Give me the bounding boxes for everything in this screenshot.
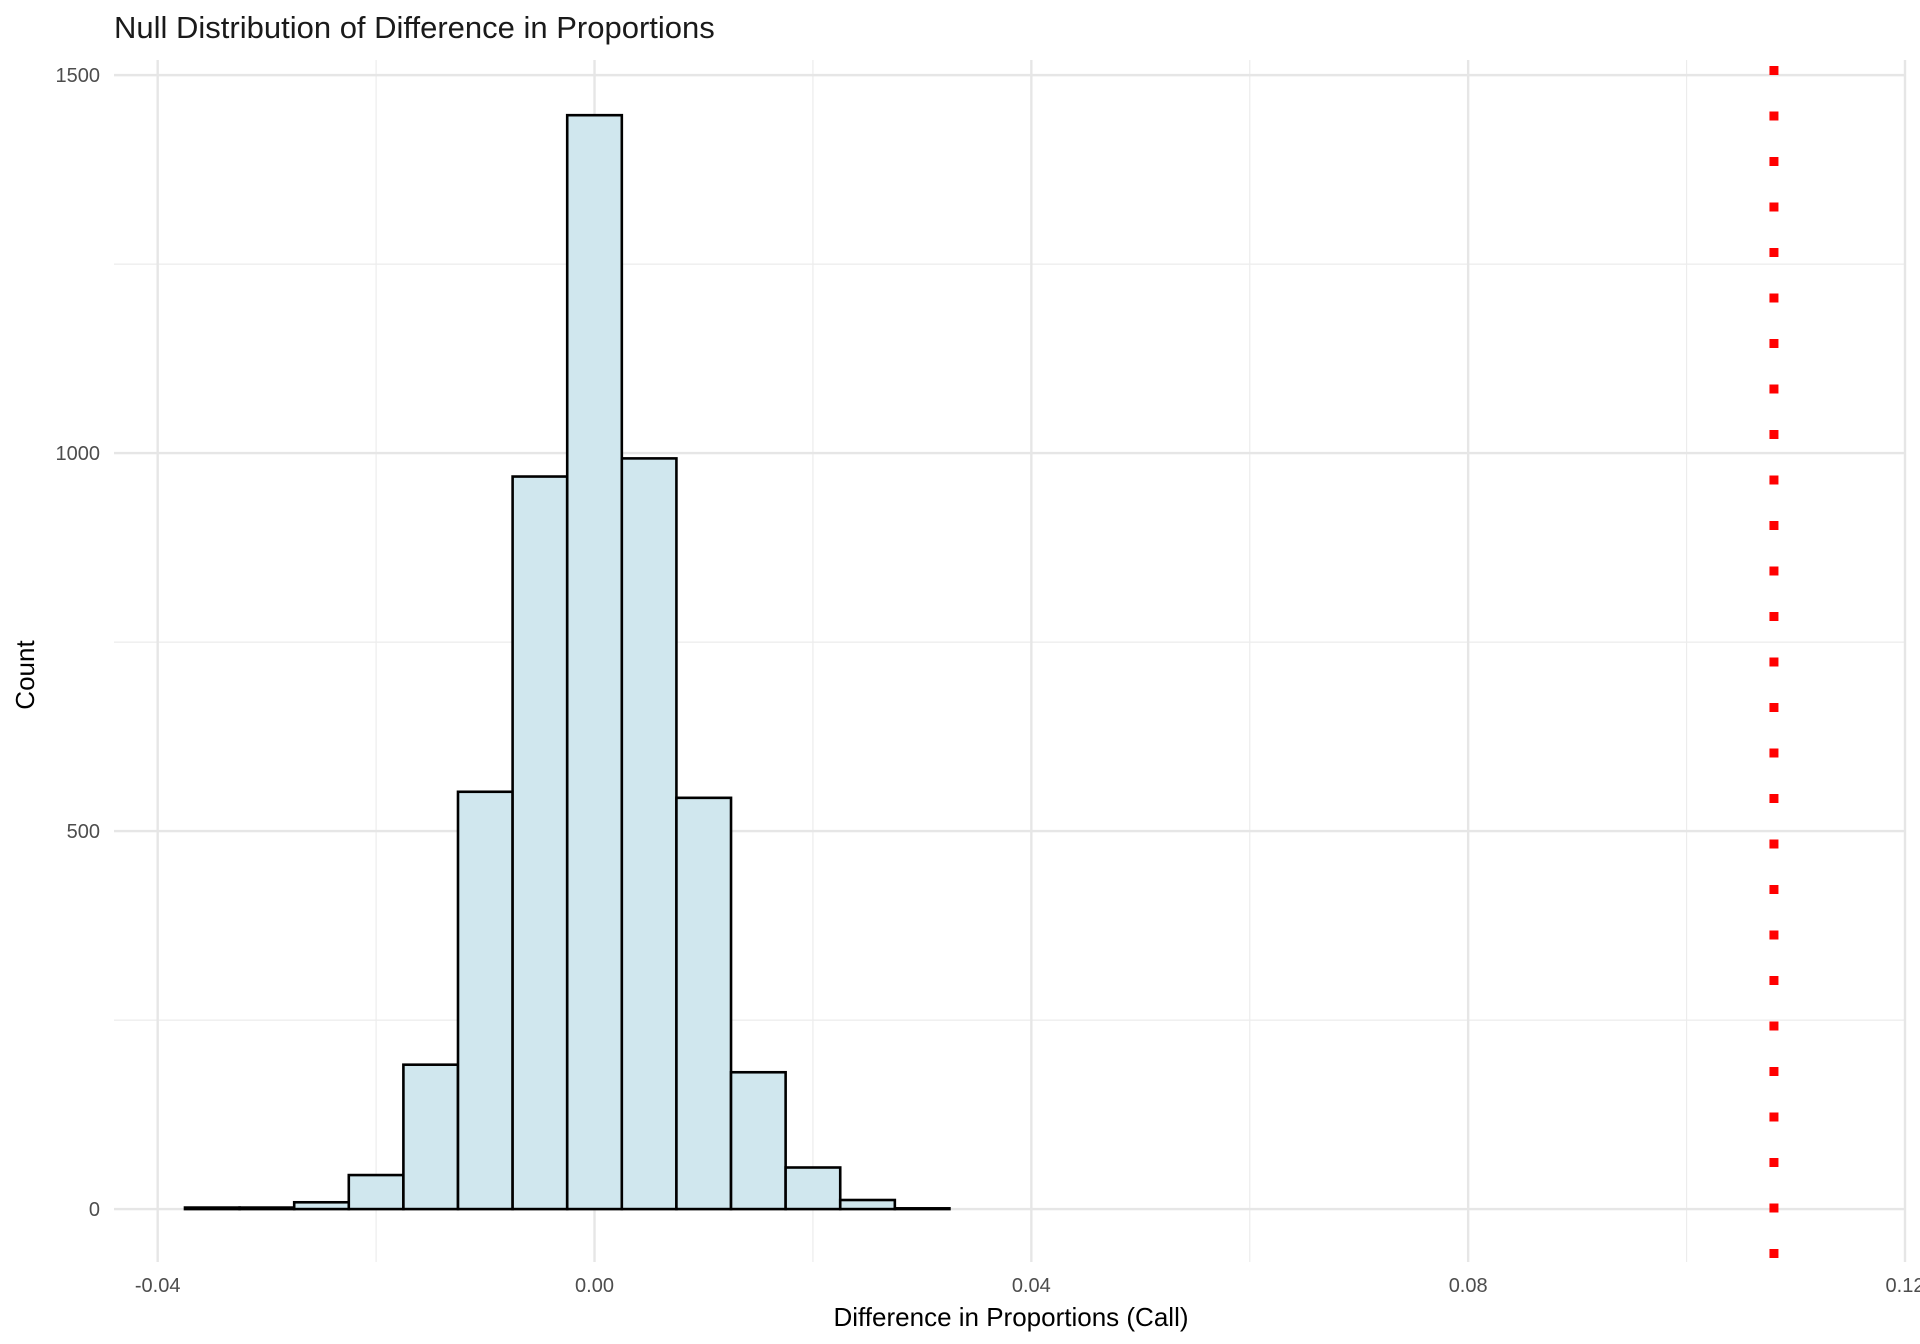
histogram-bar xyxy=(238,1206,296,1211)
minor-gridlines xyxy=(114,60,1905,1262)
histogram-bar xyxy=(347,1173,405,1211)
histogram-bar xyxy=(511,475,569,1211)
histogram-bar xyxy=(729,1070,787,1211)
histogram-bar xyxy=(620,457,678,1211)
y-tick-label: 1000 xyxy=(56,443,101,465)
histogram-bar xyxy=(183,1206,241,1211)
x-tick-label: 0.00 xyxy=(575,1275,614,1297)
histogram-bar xyxy=(838,1198,897,1211)
x-tick-label: 0.12 xyxy=(1886,1275,1920,1297)
histogram-bar xyxy=(675,796,733,1211)
y-tick-label: 500 xyxy=(67,821,100,843)
x-axis-tick-labels: -0.04 0.00 0.04 0.08 0.12 xyxy=(135,1275,1920,1297)
histogram-bar xyxy=(784,1166,842,1211)
chart-title: Null Distribution of Difference in Propo… xyxy=(114,10,715,45)
x-tick-label: -0.04 xyxy=(135,1275,181,1297)
major-gridlines xyxy=(114,60,1907,1262)
x-tick-label: 0.08 xyxy=(1449,1275,1488,1297)
histogram-bar xyxy=(565,113,624,1211)
histogram-bar xyxy=(893,1207,951,1211)
y-axis-title: Count xyxy=(10,640,40,710)
histogram-bar xyxy=(292,1200,351,1211)
y-axis-tick-labels: 0 500 1000 1500 xyxy=(56,65,101,1221)
histogram-bars xyxy=(183,113,951,1211)
x-tick-label: 0.04 xyxy=(1012,1275,1051,1297)
y-tick-label: 0 xyxy=(89,1199,100,1221)
y-tick-label: 1500 xyxy=(56,65,101,87)
x-axis-title: Difference in Proportions (Call) xyxy=(834,1302,1189,1332)
histogram-bar xyxy=(456,790,514,1211)
histogram-bar xyxy=(402,1063,460,1211)
